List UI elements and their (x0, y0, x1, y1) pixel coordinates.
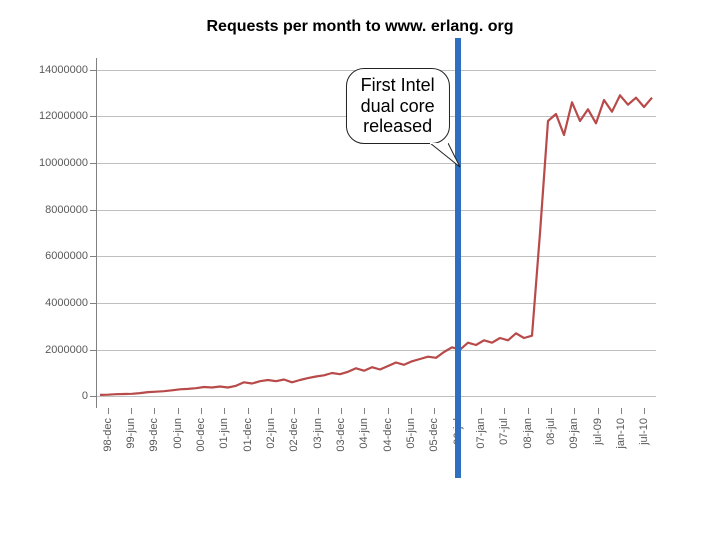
x-tick (154, 408, 155, 414)
annotation-text-line1: First Intel (361, 75, 435, 96)
chart-title: Requests per month to www. erlang. org (0, 18, 720, 36)
x-axis-label: 05-jun (405, 418, 417, 449)
x-tick (271, 408, 272, 414)
annotation-callout: First Intel dual core released (346, 68, 450, 144)
x-tick (248, 408, 249, 414)
x-tick (504, 408, 505, 414)
x-axis-label: 03-dec (335, 418, 347, 452)
x-axis-label: 99-jun (125, 418, 137, 449)
x-axis-label: 98-dec (102, 418, 114, 452)
x-tick (574, 408, 575, 414)
annotation-text-line2: dual core (361, 96, 435, 117)
x-tick (528, 408, 529, 414)
y-axis-label: 8000000 (45, 204, 96, 216)
x-axis-label: 04-dec (382, 418, 394, 452)
x-tick (224, 408, 225, 414)
x-tick (598, 408, 599, 414)
x-tick (108, 408, 109, 414)
annotation-vertical-line (455, 38, 461, 478)
x-tick (434, 408, 435, 414)
y-axis-label: 6000000 (45, 250, 96, 262)
x-axis-label: 00-dec (195, 418, 207, 452)
x-axis-label: 07-jan (475, 418, 487, 449)
x-axis-label: 09-jan (568, 418, 580, 449)
annotation-tail (430, 143, 464, 169)
x-axis-label: 01-jun (218, 418, 230, 449)
x-axis-label: 02-jun (265, 418, 277, 449)
x-axis-label: jan-10 (615, 418, 627, 449)
annotation-text-line3: released (361, 116, 435, 137)
x-tick (201, 408, 202, 414)
x-axis-label: 07-jul (498, 418, 510, 445)
x-axis-label: 99-dec (148, 418, 160, 452)
y-axis-label: 2000000 (45, 344, 96, 356)
x-axis-label: 08-jan (522, 418, 534, 449)
chart-container: Requests per month to www. erlang. org F… (0, 0, 720, 540)
x-axis-label: jul-10 (638, 418, 650, 445)
x-axis-label: 01-dec (242, 418, 254, 452)
x-axis-label: 03-jun (312, 418, 324, 449)
plot-area: First Intel dual core released 020000004… (96, 58, 656, 408)
x-tick (131, 408, 132, 414)
x-tick (411, 408, 412, 414)
annotation-bubble: First Intel dual core released (346, 68, 450, 144)
x-axis-label: 08-jul (545, 418, 557, 445)
x-tick (551, 408, 552, 414)
x-axis-label: jul-09 (592, 418, 604, 445)
x-axis-label: 02-dec (288, 418, 300, 452)
y-axis-label: 14000000 (39, 64, 96, 76)
x-axis-label: 05-dec (428, 418, 440, 452)
x-tick (341, 408, 342, 414)
y-axis-label: 0 (82, 390, 96, 402)
y-axis-label: 4000000 (45, 297, 96, 309)
x-tick (364, 408, 365, 414)
x-tick (178, 408, 179, 414)
x-tick (644, 408, 645, 414)
y-axis-label: 12000000 (39, 110, 96, 122)
x-axis-label: 04-jun (358, 418, 370, 449)
x-tick (318, 408, 319, 414)
x-tick (621, 408, 622, 414)
x-tick (481, 408, 482, 414)
x-tick (388, 408, 389, 414)
x-axis-label: 00-jun (172, 418, 184, 449)
y-axis-label: 10000000 (39, 157, 96, 169)
x-tick (294, 408, 295, 414)
